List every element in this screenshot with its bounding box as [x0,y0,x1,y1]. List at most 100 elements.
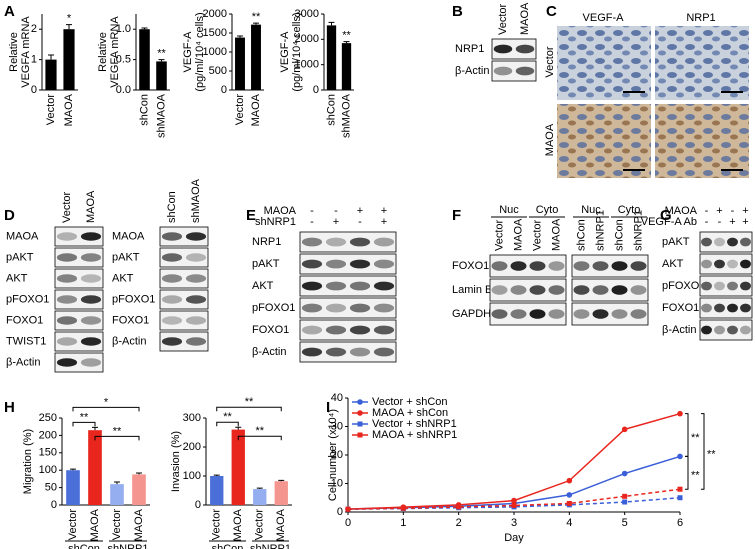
bracket [237,435,282,441]
marker [511,502,517,508]
y-axis-label: VEGFA mRNA [20,16,32,88]
row-label: β-Actin [662,324,696,336]
blot-band [630,285,647,295]
lane-label: MAOA [550,218,562,251]
bar [251,24,261,90]
lane-label: Vector [531,219,543,251]
blot-band [56,253,78,262]
lane-label: MAOA [512,218,524,251]
blot-band [611,285,628,295]
condition-sign: - [705,205,709,217]
y-tick-label: 50 [45,482,57,494]
y-tick-label: 0 [221,84,227,96]
blot-band [727,303,738,313]
blot-strip [159,226,209,247]
group-label: shNRP1 [108,543,149,549]
y-tick-label: 0.5 [116,54,131,66]
blot-band [529,285,546,295]
y-tick-label: 500 [209,65,227,77]
bar [88,430,102,505]
significance: ** [223,411,232,423]
y-axis-label: Migration (%) [22,429,34,494]
legend-marker [357,432,363,438]
blot-band [611,309,628,319]
marker [677,486,683,492]
x-tick-label: MAOA [133,508,145,541]
condition-sign: + [381,205,387,217]
condition-sign: - [310,205,314,217]
blot-strip [699,275,753,297]
column-label: VEGF-A [583,12,625,24]
condition-label: MAOA [665,205,698,217]
y-tick-label: 30 [331,420,343,432]
blot-band [161,337,183,346]
blot-strip [699,319,753,341]
bar [326,25,337,90]
blot-band [80,316,102,325]
blot-band [161,316,183,325]
blot-strip [159,310,209,331]
blot-strip [489,278,567,302]
y-tick-label: 200 [183,441,201,453]
blot-band [56,295,78,304]
row-label: FOXO1 [112,314,149,326]
lane-label: Vector [493,219,505,251]
blot-band [714,325,725,335]
lane-label: shCon [613,219,625,251]
blot-band [56,274,78,283]
blot-band [510,309,527,319]
blot-band [373,303,395,313]
row-label: AKT [112,272,134,284]
blot-band [373,237,395,247]
blot-band [491,285,508,295]
blot-band [592,261,609,271]
blot-band [493,66,513,76]
significance: ** [80,411,89,423]
x-tick-label: shCon [138,94,150,126]
y-tick-label: 0 [51,499,57,511]
condition-sign: - [358,216,362,228]
blot-strip [571,254,649,278]
condition-sign: + [716,205,722,217]
blot-band [56,337,78,346]
blot-band [740,259,751,269]
condition-sign: - [705,216,709,228]
group-label: shCon [68,543,100,549]
x-tick-label: 6 [677,517,683,529]
x-tick-label: Vector [211,509,223,541]
group-label: shCon [212,543,244,549]
condition-sign: + [729,216,735,228]
legend-label: Vector + shCon [372,396,448,408]
y-tick-label: 1 [31,54,37,66]
blot-band [373,281,395,291]
error-bar [328,21,335,26]
blot-band [301,259,323,269]
x-tick-label: MAOA [250,93,262,126]
bar [156,61,167,90]
blot-band [301,325,323,335]
y-tick-label: 0 [313,84,319,96]
blot-strip [699,253,753,275]
error-bar [92,426,98,431]
row-label: MAOA [112,230,145,242]
condition-sign: + [357,205,363,217]
blot-band [740,325,751,335]
bracket [216,406,282,412]
header-label: Cyto [536,204,559,216]
bar [45,59,57,90]
blot-strip [159,268,209,289]
row-label: FOXO1 [6,314,43,326]
blot-band [630,261,647,271]
blot-strip [571,278,649,302]
error-bar [48,54,54,60]
legend-label: MAOA + shCon [372,407,448,419]
blot-band [301,347,323,357]
panel-label: C [546,3,557,20]
bar [66,470,80,505]
bar [274,481,288,505]
blot-band [373,347,395,357]
blot-band [740,237,751,247]
x-tick-label: Vector [67,509,79,541]
blot-band [714,281,725,291]
